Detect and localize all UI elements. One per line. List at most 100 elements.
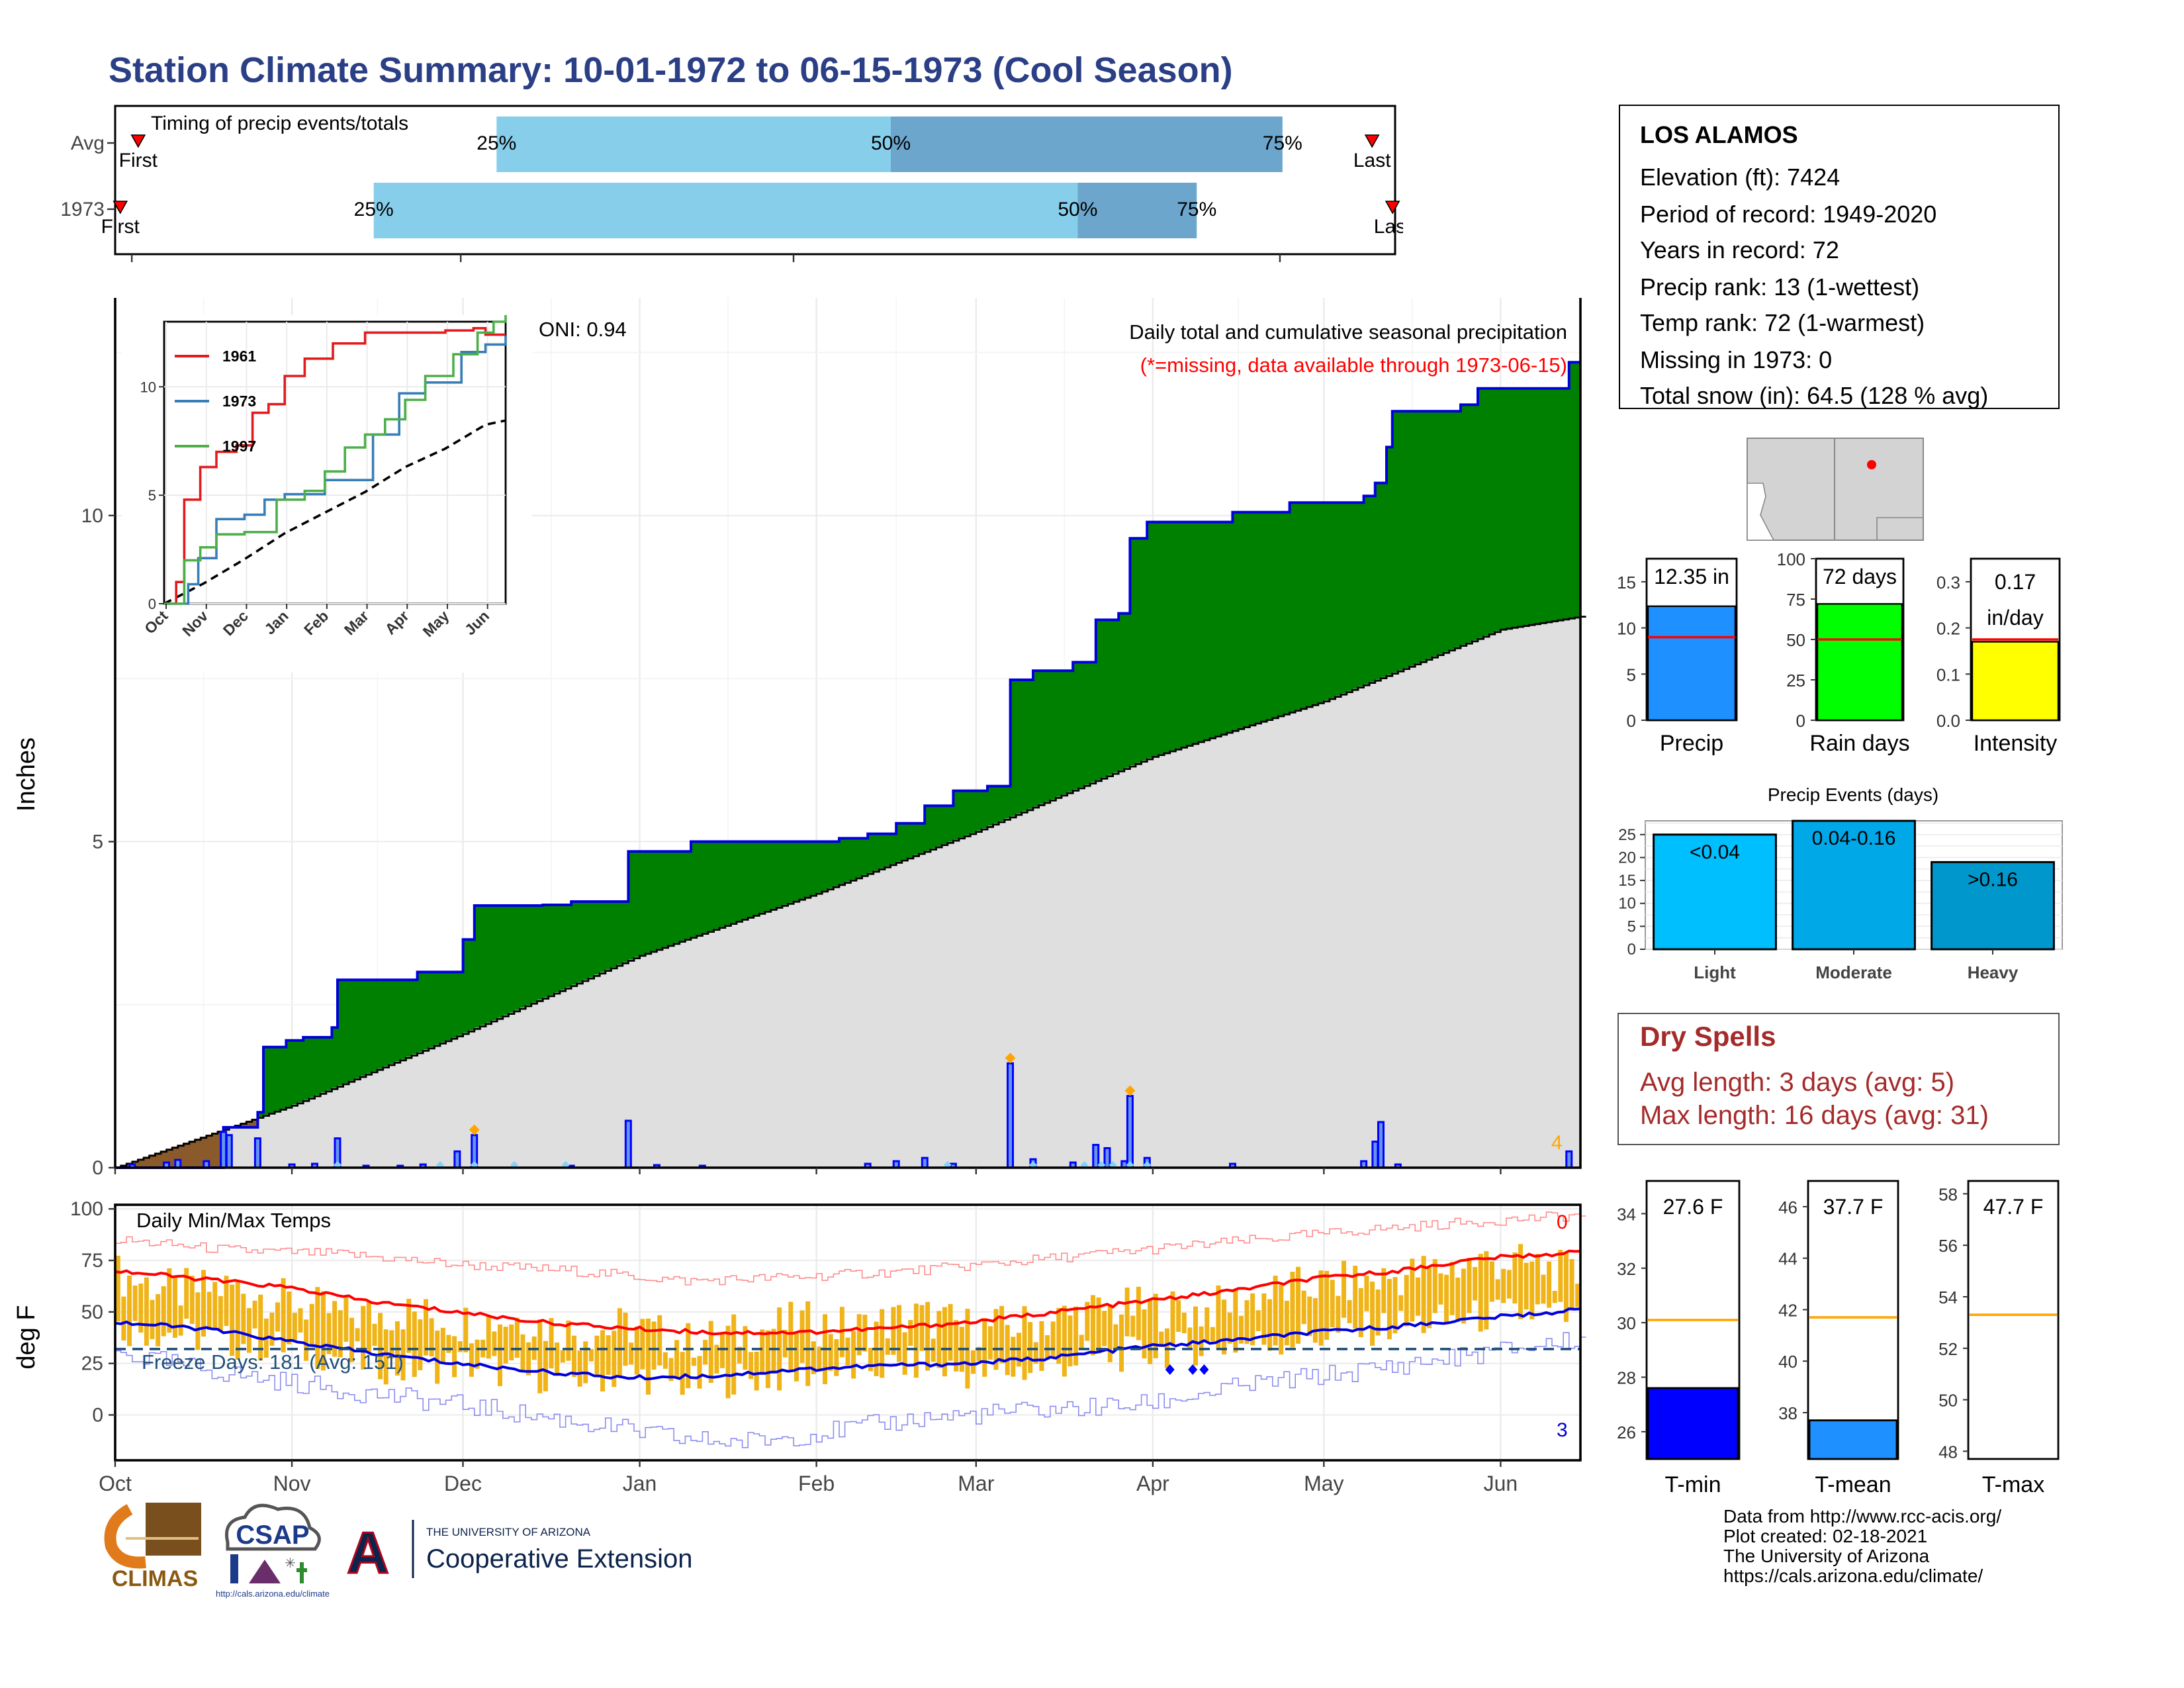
daily-temp-bar	[856, 1314, 862, 1356]
daily-temp-bar	[429, 1318, 434, 1356]
summary-ytick-label: 0	[1796, 711, 1805, 731]
timing-title: Timing of precip events/totals	[151, 113, 408, 134]
precip-above-avg	[1261, 512, 1267, 721]
snow-marker	[1005, 1053, 1016, 1064]
precip-above-avg	[469, 939, 475, 1031]
station-location-marker	[1867, 460, 1876, 469]
precip-above-avg	[1204, 522, 1210, 739]
events-category: Moderate	[1815, 962, 1892, 982]
daily-temp-bar	[526, 1342, 531, 1376]
timing-marker	[113, 201, 128, 214]
precip-above-avg	[868, 833, 874, 873]
daily-temp-bar	[566, 1320, 571, 1361]
precip-above-avg	[1461, 404, 1467, 645]
daily-temp-bar	[383, 1329, 388, 1385]
daily-temp-bar	[206, 1291, 212, 1331]
daily-precip-bar	[1565, 1150, 1573, 1169]
station-line: Period of record: 1949-2020	[1640, 201, 1937, 227]
daily-precip-bar	[1092, 1144, 1100, 1169]
daily-temp-bar	[1193, 1306, 1199, 1366]
avg-cumulative-area	[115, 616, 1580, 1168]
precip-above-avg	[1483, 388, 1490, 635]
precip-below-avg	[144, 1156, 150, 1168]
daily-temp-bar	[1050, 1321, 1056, 1358]
daily-temp-bar	[1011, 1336, 1016, 1377]
daily-temp-bar	[1415, 1277, 1420, 1316]
precip-above-avg	[434, 972, 441, 1045]
daily-temp-bar	[549, 1318, 554, 1369]
precip-above-avg	[314, 1037, 321, 1096]
precip-above-avg	[827, 841, 835, 888]
daily-temp-bar	[1341, 1260, 1346, 1318]
record-low-marker	[1165, 1364, 1175, 1376]
daily-temp-bar	[629, 1342, 634, 1365]
daily-precip-bar	[1371, 1141, 1379, 1169]
events-ytick-label: 5	[1627, 917, 1636, 935]
daily-temp-bar	[1398, 1295, 1404, 1311]
credit-line: The University of Arizona	[1723, 1545, 1930, 1566]
summary-ytick-label: 100	[1777, 549, 1805, 569]
precip-above-avg	[1147, 522, 1154, 759]
precip-above-avg	[1546, 388, 1553, 622]
daily-temp-bar	[144, 1277, 149, 1346]
precip-above-avg	[964, 790, 971, 835]
precip-above-avg	[1016, 680, 1023, 814]
daily-temp-bar	[805, 1301, 811, 1386]
precip-above-avg	[947, 806, 954, 842]
tbar-ytick-label: 54	[1938, 1288, 1958, 1307]
inset-legend-label: 1961	[222, 348, 256, 365]
daily-temp-bar	[1130, 1315, 1136, 1337]
daily-temp-bar	[1524, 1262, 1529, 1310]
precip-above-avg	[1226, 522, 1234, 732]
precip-below-avg	[246, 1121, 253, 1127]
inset-ytick-label: 5	[148, 487, 156, 504]
daily-temp-bar	[389, 1330, 394, 1359]
station-line: Years in record: 72	[1640, 237, 1839, 263]
summary-value-label: in/day	[1987, 606, 2043, 630]
precip-above-avg	[862, 838, 868, 875]
avg-min-line	[114, 1307, 1581, 1381]
daily-temp-bar	[132, 1285, 138, 1321]
daily-precip-bar	[1007, 1062, 1015, 1169]
daily-temp-bar	[304, 1319, 309, 1361]
precip-above-avg	[919, 823, 925, 853]
record-max-line	[115, 1211, 1586, 1286]
precip-above-avg	[776, 841, 783, 907]
precip-above-avg	[326, 1037, 332, 1090]
daily-temp-bar	[942, 1307, 947, 1377]
summary-ytick-label: 0	[1627, 711, 1636, 731]
summary-bar-2	[1971, 641, 2060, 722]
precip-above-avg	[594, 902, 600, 975]
precip-above-avg	[1506, 388, 1513, 629]
summary-ytick-label: 5	[1627, 665, 1636, 684]
daily-temp-bar	[845, 1337, 850, 1366]
precip-above-avg	[571, 902, 578, 985]
daily-temp-bar	[1358, 1288, 1363, 1337]
precip-above-avg	[400, 980, 406, 1059]
events-bar-light	[1653, 833, 1777, 951]
precip-below-avg	[189, 1141, 196, 1168]
daily-temp-bar	[788, 1301, 794, 1370]
precip-above-avg	[1403, 411, 1410, 668]
precip-above-avg	[794, 841, 800, 901]
precip-above-avg	[1420, 411, 1428, 661]
daily-temp-bar	[908, 1320, 913, 1346]
precip-above-avg	[907, 823, 914, 858]
precip-ytick-label: 10	[81, 505, 103, 527]
daily-temp-bar	[1438, 1273, 1443, 1305]
precip-above-avg	[1021, 680, 1028, 812]
daily-temp-bar	[189, 1276, 195, 1324]
daily-temp-bar	[230, 1284, 235, 1356]
precip-above-avg	[1437, 411, 1444, 654]
timing-pct-label: 25%	[354, 199, 394, 220]
precip-above-avg	[423, 972, 430, 1050]
daily-temp-bar	[1107, 1304, 1113, 1362]
precip-above-avg	[611, 902, 617, 967]
daily-temp-bar	[366, 1301, 371, 1353]
daily-temp-bar	[1307, 1296, 1312, 1336]
daily-temp-bar	[828, 1334, 833, 1371]
precip-above-avg	[1073, 662, 1079, 790]
oni-label: ONI: 0.94	[539, 318, 627, 341]
daily-temp-bar	[201, 1270, 206, 1337]
precip-above-avg	[1512, 388, 1518, 628]
